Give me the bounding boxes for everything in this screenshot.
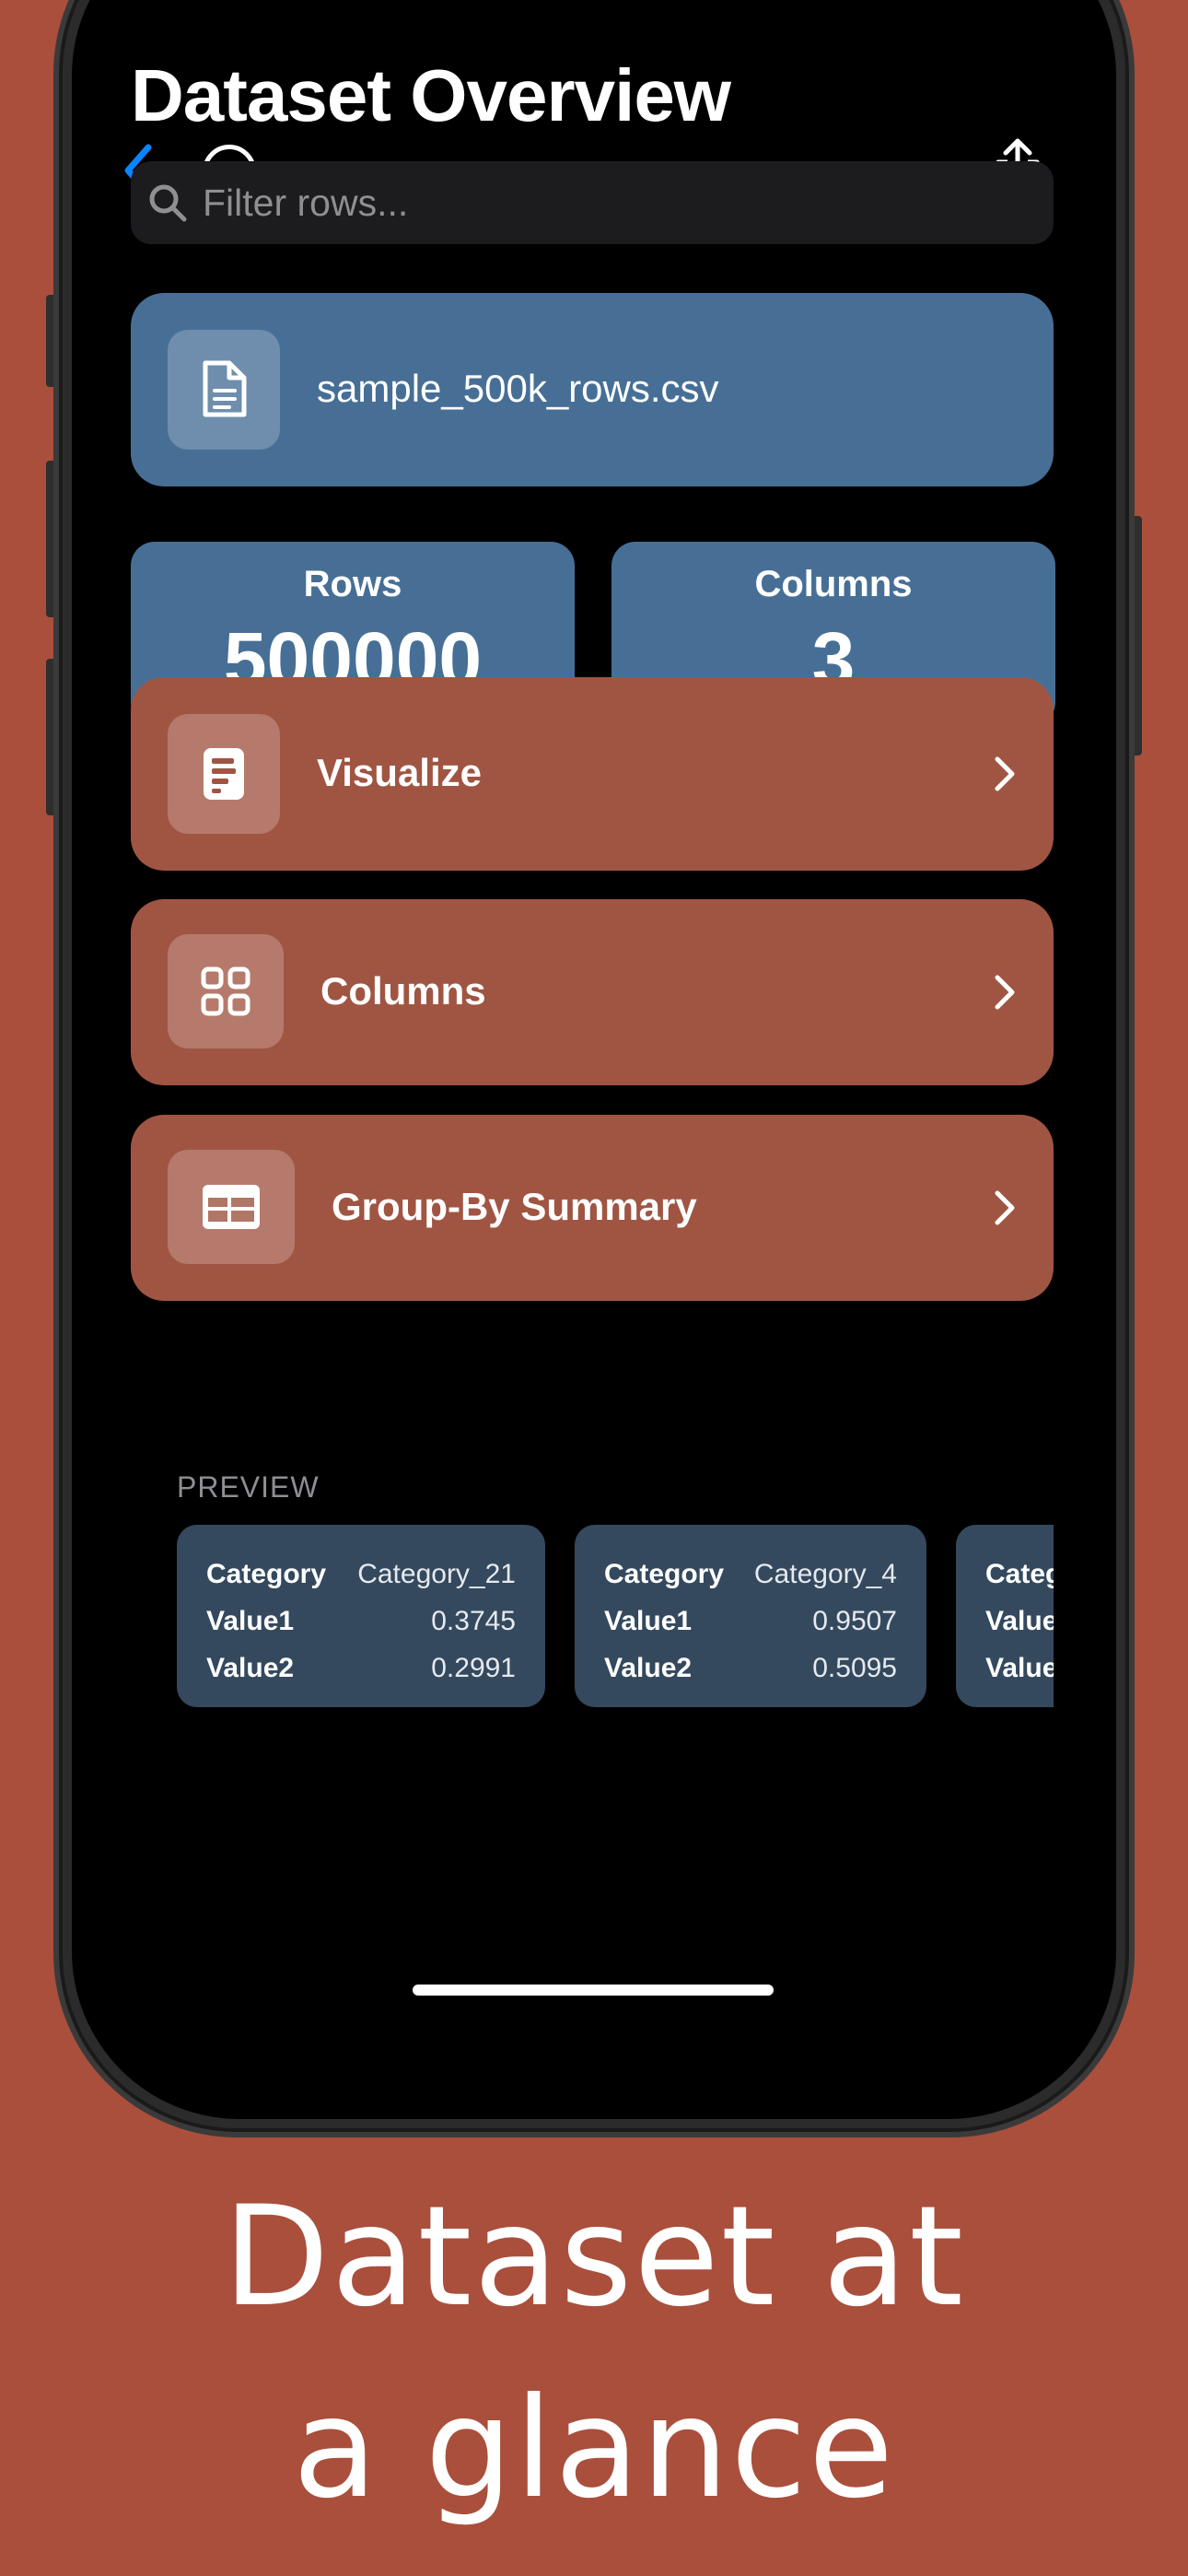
preview-value: Category_21 (357, 1558, 516, 1589)
stat-label: Columns (754, 564, 913, 604)
preview-row-value1: Value1 0.9507 (604, 1598, 897, 1645)
preview-card[interactable]: Category Category_21 Value1 0.3745 Value2 0… (177, 1525, 545, 1707)
app-screen: Dataset Overview Filter rows... sample_5… (72, 0, 1116, 2119)
preview-value: 0.3745 (431, 1605, 516, 1636)
preview-row-value1: Value1 0.3745 (206, 1598, 516, 1645)
page-title: Dataset Overview (131, 54, 731, 136)
search-placeholder: Filter rows... (203, 181, 409, 224)
stat-label: Rows (303, 564, 402, 604)
group-by-icon-tile (168, 1150, 295, 1264)
home-indicator[interactable] (413, 1985, 774, 1996)
preview-key: Value1 (206, 1605, 295, 1636)
preview-row-category: Category Category_4 (604, 1551, 897, 1598)
action-label: Group-By Summary (332, 1185, 697, 1228)
preview-key: Category (985, 1558, 1054, 1589)
preview-value: Category_4 (753, 1558, 897, 1589)
preview-card[interactable]: Category Value1 Value2 (956, 1525, 1054, 1707)
caption-line-2: a glance (292, 2369, 896, 2529)
chevron-right-icon (995, 975, 1015, 1010)
search-icon (149, 184, 187, 222)
preview-key: Value1 (985, 1605, 1054, 1636)
table-icon (203, 1185, 260, 1229)
group-by-summary-row[interactable]: Group-By Summary (131, 1115, 1054, 1301)
preview-row-value1: Value1 (985, 1598, 1054, 1645)
preview-key: Value2 (985, 1652, 1054, 1683)
preview-row-value2: Value2 (985, 1645, 1054, 1692)
preview-key: Category (206, 1558, 327, 1589)
preview-row-category: Category Category_21 (206, 1551, 516, 1598)
preview-carousel[interactable]: Category Category_21 Value1 0.3745 Value2 0… (177, 1525, 1054, 1709)
chart-doc-icon (204, 748, 244, 800)
preview-value: 0.9507 (812, 1605, 897, 1636)
file-icon-tile (168, 330, 280, 450)
preview-key: Value2 (604, 1652, 693, 1683)
preview-row-value2: Value2 0.2991 (206, 1645, 516, 1692)
preview-row-value2: Value2 0.5095 (604, 1645, 897, 1692)
file-name: sample_500k_rows.csv (317, 367, 719, 410)
preview-value: 0.2991 (431, 1652, 516, 1683)
marketing-caption: Dataset at a glance (0, 2161, 1188, 2545)
preview-key: Value1 (604, 1605, 693, 1636)
chevron-right-icon (995, 1190, 1015, 1225)
preview-header: PREVIEW (177, 1470, 320, 1504)
action-label: Columns (320, 969, 486, 1013)
columns-row[interactable]: Columns (131, 899, 1054, 1085)
grid-icon (201, 966, 250, 1016)
action-label: Visualize (317, 751, 482, 794)
preview-value: 0.5095 (812, 1652, 897, 1683)
caption-line-1: Dataset at (223, 2177, 965, 2337)
columns-icon-tile (168, 934, 284, 1048)
preview-key: Category (604, 1558, 725, 1589)
document-icon (203, 360, 247, 417)
file-card[interactable]: sample_500k_rows.csv (131, 293, 1054, 486)
chevron-right-icon (995, 756, 1015, 791)
visualize-icon-tile (168, 714, 280, 834)
preview-card[interactable]: Category Category_4 Value1 0.9507 Value2 0.… (575, 1525, 926, 1707)
preview-key: Value2 (206, 1652, 295, 1683)
visualize-row[interactable]: Visualize (131, 677, 1054, 871)
search-field[interactable]: Filter rows... (131, 161, 1054, 244)
preview-row-category: Category (985, 1551, 1054, 1598)
